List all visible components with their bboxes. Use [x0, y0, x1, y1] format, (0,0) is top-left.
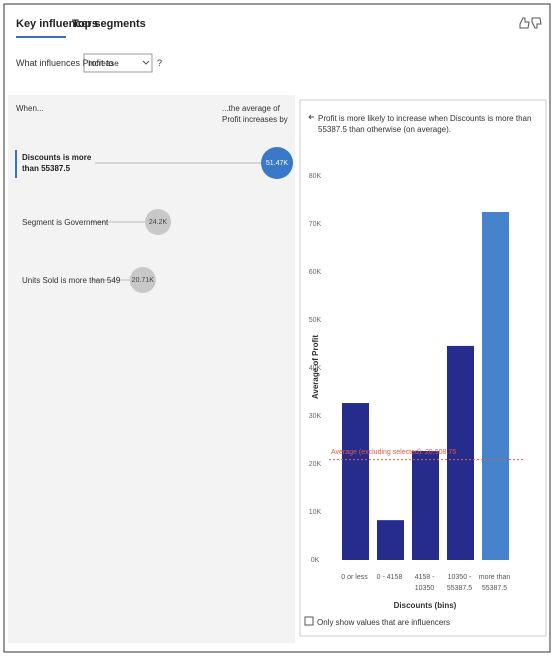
x-tick-label: 4158 - 10350 — [414, 574, 435, 592]
influencer-label: Units Sold is more than 549 — [22, 276, 121, 285]
thumbs-up[interactable] — [519, 17, 530, 29]
help: ? — [157, 58, 163, 68]
influencer-label: Segment is Government — [22, 218, 109, 227]
chart-title: Profit is more likely to increase when D… — [318, 114, 532, 134]
y-axis-label: Average of Profit — [311, 334, 320, 400]
y-tick-label: 60K — [308, 269, 322, 276]
back-arrow[interactable] — [308, 114, 314, 120]
influence-bubble — [261, 147, 294, 179]
bar — [342, 403, 369, 560]
frame — [3, 3, 551, 653]
x-tick-label: 0 or less — [341, 574, 368, 581]
x-tick-label: 0 - 4158 — [376, 574, 403, 581]
dropdown-arrow — [142, 60, 150, 65]
y-tick-label: 30K — [308, 413, 322, 420]
y-tick-label: 80K — [308, 173, 322, 180]
y-tick-label: 50K — [308, 317, 322, 324]
x-axis-label: Discounts (bins) — [393, 601, 457, 610]
tab-key-influencers[interactable]: Key influencers — [16, 18, 98, 30]
dropdown[interactable] — [83, 53, 153, 73]
checkbox[interactable] — [304, 616, 314, 626]
thumbs-down[interactable] — [531, 17, 542, 29]
y-tick-label: 10K — [308, 509, 322, 516]
checkbox-label: Only show values that are influencers — [317, 618, 450, 627]
bar — [377, 520, 404, 560]
x-tick-label: 10350 - 55387.5 — [446, 574, 473, 592]
bubble-label: 24.2K — [148, 219, 168, 226]
bar — [447, 345, 474, 560]
y-tick-label: 70K — [308, 221, 322, 228]
reference-label: Average (excluding selected): 20,908.75 — [331, 448, 457, 456]
tab-top-segments[interactable]: Top segments — [72, 18, 146, 30]
when-header: When... — [16, 104, 44, 113]
bubble-label: 51.47K — [265, 160, 289, 167]
bar — [412, 451, 439, 560]
influence-bubble — [129, 267, 156, 293]
left-panel — [8, 95, 295, 643]
y-tick-label: 20K — [308, 461, 322, 468]
influencer-label: Discounts is more than 55387.5 — [22, 153, 92, 173]
dropdown-value[interactable]: Increase — [88, 59, 119, 68]
y-tick-label: 0K — [310, 557, 320, 564]
effect-header: ...the average of Profit increases by — [222, 104, 288, 124]
bar — [482, 212, 509, 560]
question-label: What influences Profit to — [16, 58, 114, 68]
y-tick-label: 40K — [308, 365, 322, 372]
influence-bubble — [145, 209, 172, 235]
bubble-label: 20.71K — [131, 277, 154, 284]
x-tick-label: more than 55387.5 — [478, 574, 511, 592]
